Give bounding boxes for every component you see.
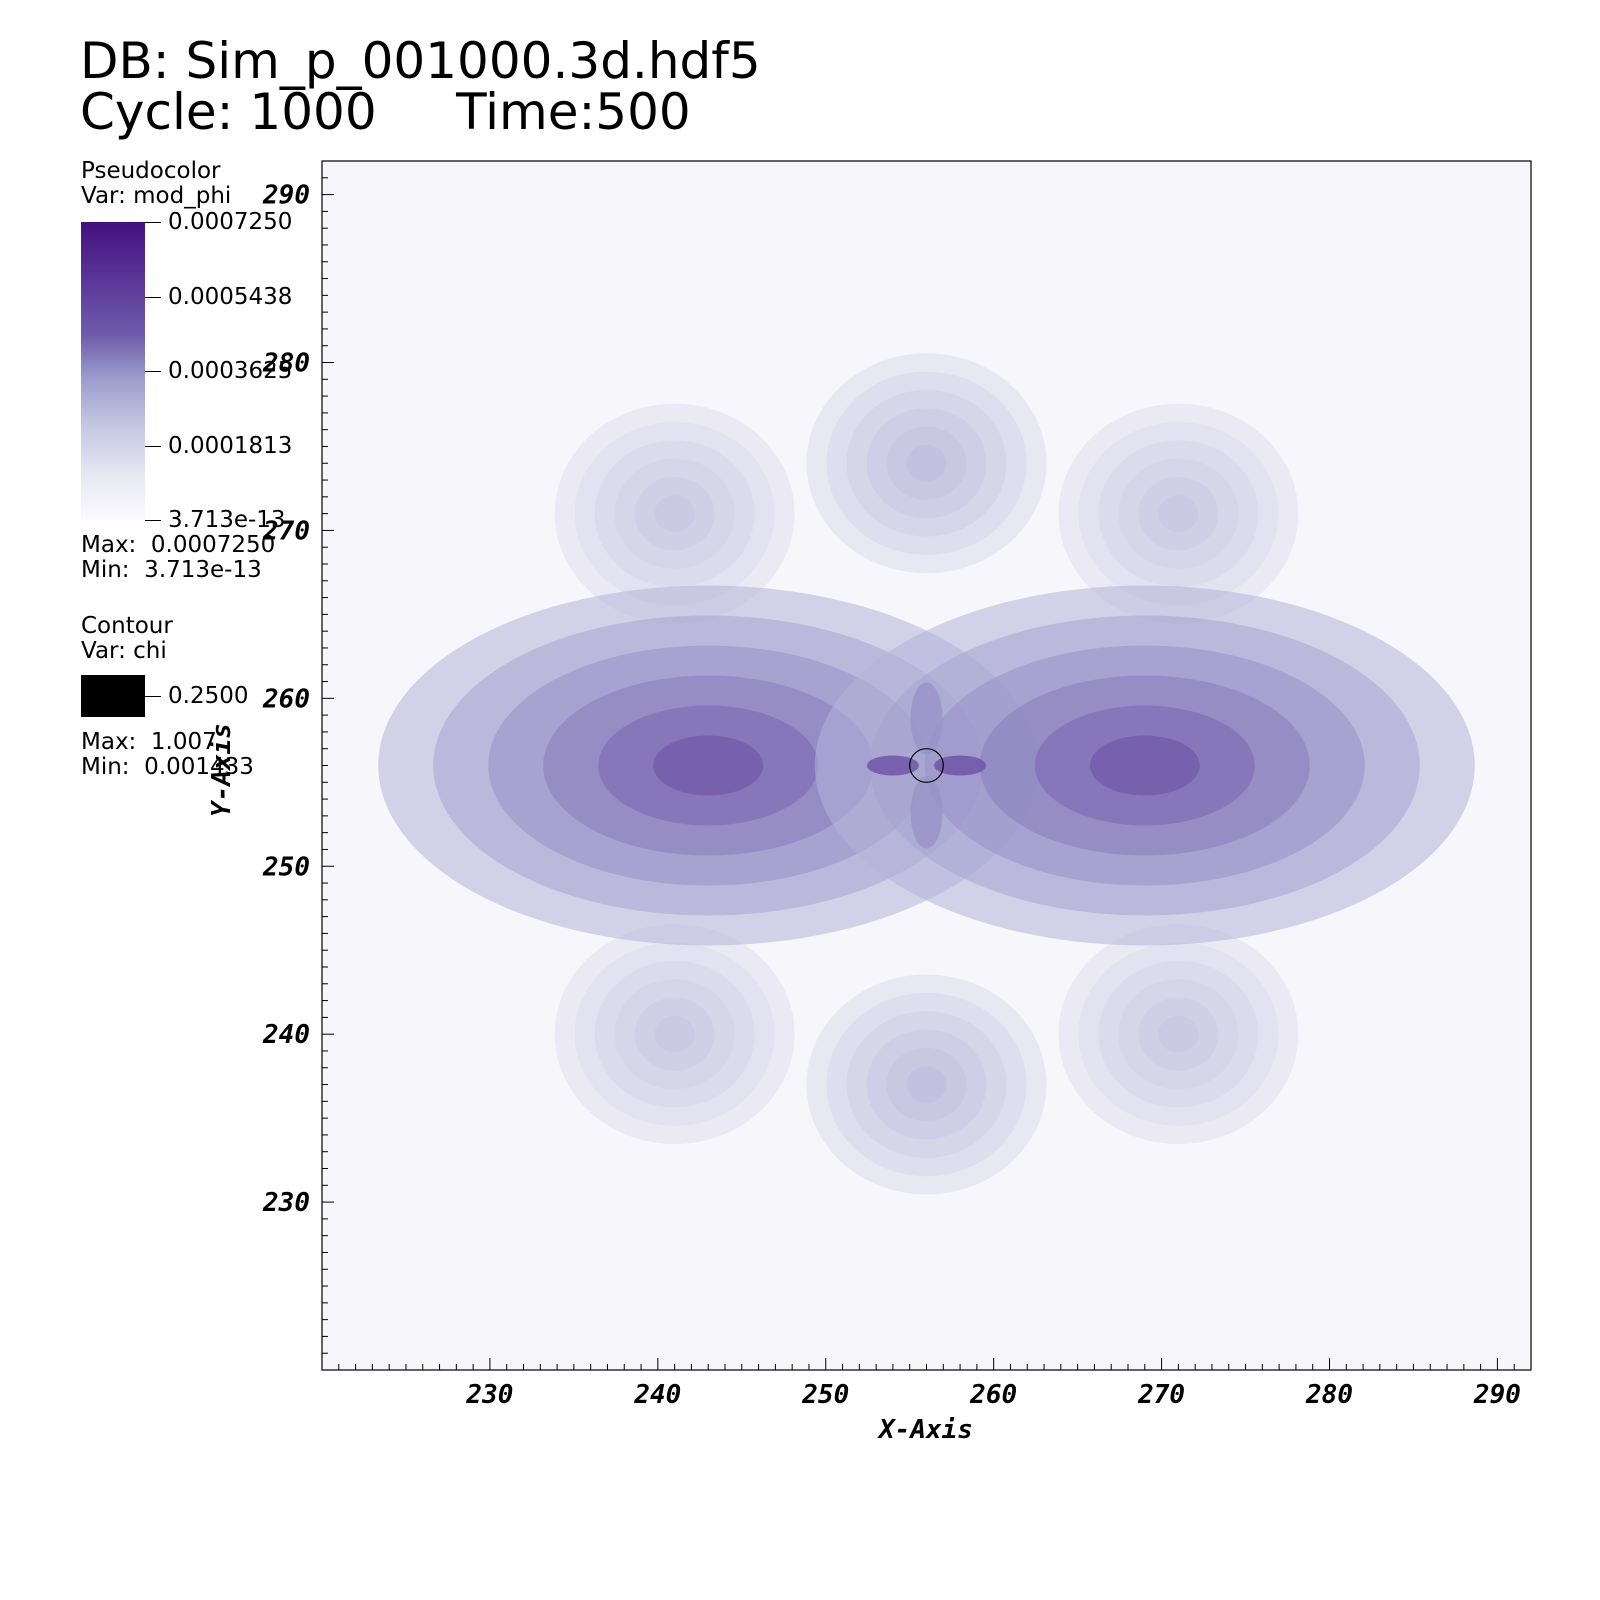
pseudocolor-legend-title: Pseudocolor <box>81 158 221 184</box>
colorbar-label-4: 0.0001813 <box>168 433 293 459</box>
y-tick-label: 290 <box>262 181 310 211</box>
y-tick-label: 230 <box>262 1188 310 1218</box>
center-lobe <box>910 682 943 755</box>
pseudocolor-legend-var: Var: mod_phi <box>81 183 232 209</box>
contour-line <box>909 748 944 783</box>
center-lobe <box>866 755 919 776</box>
secondary-lobe <box>1158 1015 1199 1053</box>
x-tick-label: 240 <box>633 1380 681 1410</box>
contour-swatch <box>81 675 145 717</box>
colorbar-label-3: 0.0003625 <box>168 358 293 384</box>
contour-level-label: 0.2500 <box>168 683 249 709</box>
contour-legend-title: Contour <box>81 613 173 639</box>
secondary-lobe <box>906 444 947 482</box>
colorbar-tick <box>145 446 161 447</box>
y-tick-label: 280 <box>262 349 310 379</box>
secondary-lobe <box>654 1015 695 1053</box>
colorbar-tick <box>145 371 161 372</box>
colorbar-tick <box>145 520 161 521</box>
center-lobe <box>934 755 987 776</box>
x-tick-label: 290 <box>1473 1380 1521 1410</box>
cycle-time-title: Cycle: 1000 Time:500 <box>80 83 691 141</box>
contour-max: Max: 1.007 <box>81 729 217 755</box>
pseudocolor-min: Min: 3.713e-13 <box>81 557 262 583</box>
axes: 230 240 250 260 270 280 290 230 240 250 260 270 280 2… <box>262 160 1532 1410</box>
contour-tick <box>145 696 161 697</box>
secondary-lobe <box>1158 495 1199 532</box>
pseudocolor-max: Max: 0.0007250 <box>81 532 276 558</box>
y-tick-label: 270 <box>262 516 310 546</box>
primary-lobe <box>1089 735 1200 796</box>
heatmap-field <box>322 161 1531 1370</box>
secondary-lobe <box>906 1066 947 1103</box>
y-axis-title: Y-Axis <box>207 723 237 817</box>
x-tick-label: 260 <box>969 1380 1017 1410</box>
colorbar-label-max: 0.0007250 <box>168 209 293 235</box>
y-tick-label: 260 <box>262 684 310 714</box>
database-title: DB: Sim_p_001000.3d.hdf5 <box>80 32 761 90</box>
colorbar-label-2: 0.0005438 <box>168 284 293 310</box>
colorbar-tick <box>145 222 161 223</box>
x-axis-title: X-Axis <box>877 1415 973 1445</box>
contour-legend-var: Var: chi <box>81 638 167 664</box>
colorbar-label-min: 3.713e-13 <box>168 507 286 533</box>
center-lobe <box>910 776 943 849</box>
y-tick-label: 250 <box>262 852 310 882</box>
x-tick-label: 270 <box>1137 1380 1185 1410</box>
x-tick-label: 230 <box>465 1380 513 1410</box>
primary-lobe <box>653 735 764 796</box>
x-tick-label: 280 <box>1305 1380 1353 1410</box>
colorbar-tick <box>145 297 161 298</box>
pseudocolor-colorbar <box>81 222 145 520</box>
contour-min: Min: 0.001433 <box>81 754 254 780</box>
x-tick-label: 250 <box>801 1380 849 1410</box>
y-tick-label: 240 <box>262 1020 310 1050</box>
secondary-lobe <box>654 495 695 532</box>
